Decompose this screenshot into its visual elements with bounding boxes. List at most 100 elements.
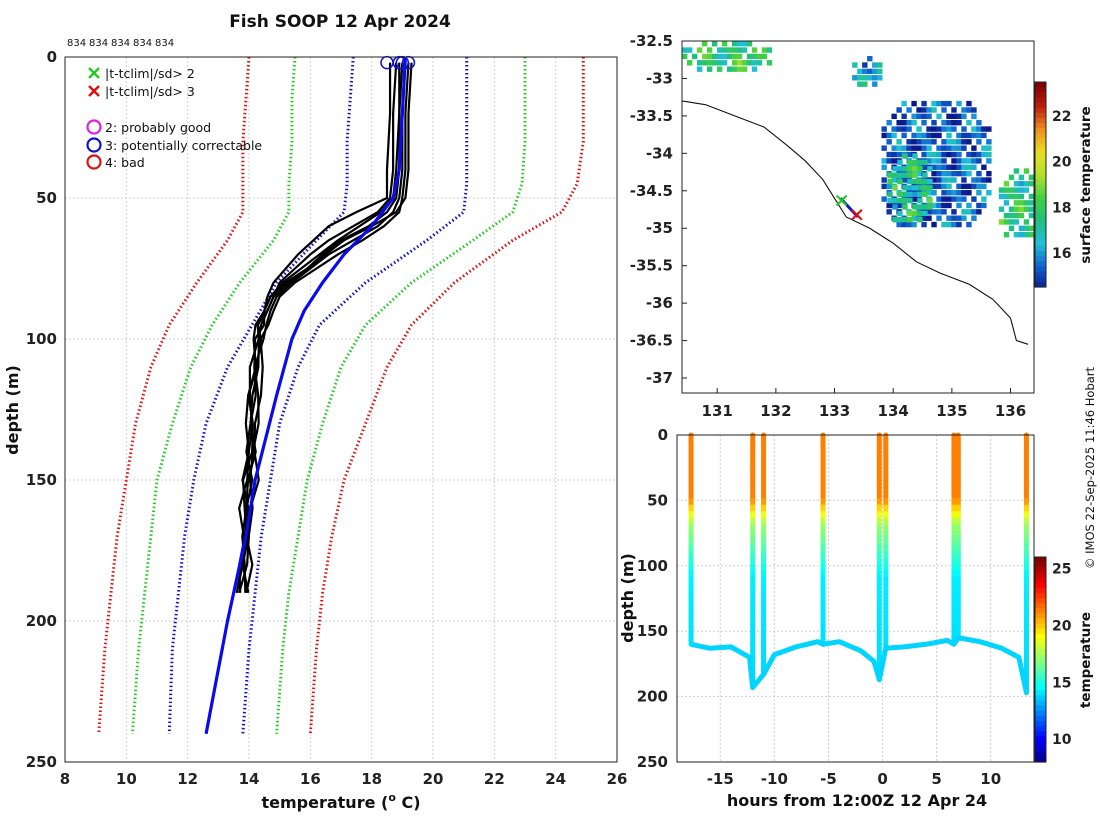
sst-pixel [931,221,937,228]
sst-pixel [907,185,913,191]
sst-pixel [917,178,923,185]
colorbar-band [1035,649,1046,655]
sst-pixel [956,202,962,209]
y-tick-label: 250 [26,753,57,771]
sst-pixel [892,185,898,191]
sst-pixel [956,221,962,228]
sst-pixel [907,197,913,204]
sst-pixel [926,107,932,113]
colorbar-band [1035,598,1046,604]
sst-pixel [936,113,942,120]
colorbar-band [1035,107,1046,114]
sst-pixel [946,190,952,196]
sst-pixel [896,145,902,151]
sst-pixel [706,47,713,53]
colorbar-band [1035,736,1046,743]
sst-pixel [922,172,928,178]
section-colorbar-label: temperature [1078,612,1094,708]
sst-pixel [971,107,977,113]
sst-pixel [971,164,977,170]
sst-pixel [696,60,703,66]
sst-pixel [731,41,738,47]
side-credit: © IMOS 22-Sep-2025 11:46 Hobart [1083,366,1097,569]
sst-pixel [927,166,933,172]
sst-pixel [902,204,908,210]
section-gridlines [677,434,1034,763]
section-casts [688,432,1029,696]
sst-pixel [951,177,957,183]
sst-pixel [926,190,932,196]
sst-pixel [711,60,718,66]
sst-pixel [891,177,897,183]
climatology-line [241,57,469,734]
sst-pixel [966,132,972,139]
sst-pixel [911,215,917,221]
colorbar-band [1035,97,1046,104]
sst-pixel [921,100,927,107]
sst-pixel [897,159,903,166]
sst-pixel [931,139,937,145]
sst-pixel [971,177,977,183]
colorbar-band [1035,674,1046,681]
sst-pixel [981,183,987,190]
sst-pixel [892,166,898,172]
sst-pixel [971,209,977,215]
map-colorbar-label: surface temperature [1078,106,1094,263]
sst-pixel [986,151,992,158]
colorbar-band [1035,592,1046,599]
sst-pixel [927,185,933,191]
sst-pixel [711,41,718,47]
sst-pixel [891,113,897,120]
colorbar-band [1035,628,1046,635]
colorbar-band [1035,199,1046,206]
y-tick-label: 50 [36,189,57,207]
sst-pixel [951,151,957,158]
sst-pixel [1023,206,1030,212]
x-tick-label: 5 [931,770,941,788]
sst-pixel [926,145,932,151]
sst-pixel [926,151,932,158]
sst-pixel [966,183,972,190]
sst-pixel [686,60,693,66]
sst-pixel [951,120,957,126]
sst-pixel [941,151,947,158]
sst-pixel [946,183,952,190]
coastline-line [682,100,1029,345]
colorbar-band [1035,741,1046,748]
sst-pixel [906,126,912,132]
sst-pixel [906,107,912,113]
sst-pixel [941,170,947,177]
sst-pixel [971,151,977,158]
qc-markers [380,55,416,70]
sst-pixel [902,191,908,197]
profile-axes-frame [64,56,618,763]
profile-legend: |t-tclim|/sd> 2 |t-tclim|/sd> 3 2: proba… [86,66,262,170]
sst-pixel [756,60,763,66]
sst-pixel [1028,174,1034,181]
sst-pixel [736,66,743,72]
sst-pixel [1018,200,1025,206]
sst-pixel [852,75,858,81]
sst-pixel [906,120,912,126]
sst-pixel [901,132,907,139]
ship-track [835,194,863,221]
profile-panel: 8 10 12 14 16 18 20 22 24 26 0 50 100 150 200 250 tempe… [3,48,627,812]
sst-pixel [716,66,723,72]
sst-pixel [941,196,947,202]
sst-pixel [956,120,962,126]
colorbar-band [1035,225,1046,232]
x-tick-label: 20 [423,770,444,788]
sst-pixel [922,191,928,197]
colorbar-band [1035,82,1046,88]
sst-pixel [921,132,927,139]
x-tick-label: 14 [239,770,260,788]
sst-pixel [907,191,913,197]
sst-pixel [941,202,947,209]
y-tick-label: 0 [47,48,57,66]
sst-pixel [887,172,893,178]
sst-pixel [936,151,942,158]
sst-pixel [946,221,952,228]
x-tick-label: 135 [936,402,967,420]
sst-pixel [1018,206,1025,212]
sst-pixel [921,221,927,228]
